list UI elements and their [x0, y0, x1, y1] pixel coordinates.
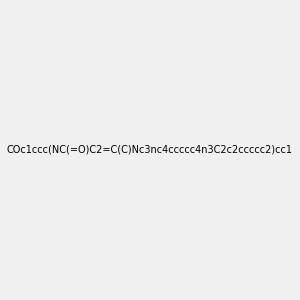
- Text: COc1ccc(NC(=O)C2=C(C)Nc3nc4ccccc4n3C2c2ccccc2)cc1: COc1ccc(NC(=O)C2=C(C)Nc3nc4ccccc4n3C2c2c…: [7, 145, 293, 155]
